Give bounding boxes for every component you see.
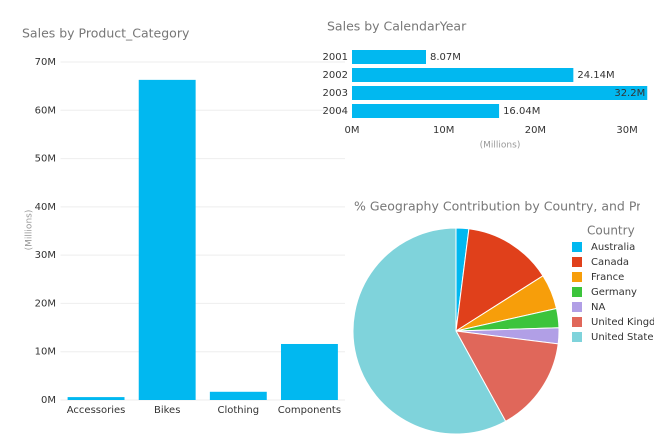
y-tick-label: 10M: [35, 347, 56, 358]
y-axis-title: (Millions): [25, 210, 35, 251]
y-tick-label: 20M: [35, 298, 56, 309]
bar: [352, 104, 500, 118]
bar: [138, 79, 196, 400]
pie-slice: [455, 228, 544, 332]
bar: [280, 343, 338, 400]
x-tick-label: 30M: [616, 125, 637, 136]
legend-swatch: [572, 302, 582, 312]
legend-swatch: [572, 257, 582, 267]
pie-slice: [352, 227, 507, 435]
y-tick-label: 0M: [41, 395, 56, 406]
y-tick-label: 2003: [323, 88, 348, 99]
y-tick-label: 2001: [323, 52, 348, 63]
x-tick-label: Accessories: [67, 405, 126, 416]
y-tick-label: 2002: [323, 70, 348, 81]
x-axis-title: (Millions): [480, 141, 521, 151]
chart-title: Sales by Product_Category: [22, 26, 190, 41]
legend-swatch: [572, 242, 582, 252]
chart-title: % Geography Contribution by Country, and…: [354, 199, 654, 214]
y-tick-label: 50M: [35, 154, 56, 165]
bar: [67, 397, 125, 400]
legend-label: United States: [591, 332, 654, 343]
legend-title: Country: [587, 224, 635, 238]
bar: [209, 391, 267, 400]
pie-slice: [455, 330, 559, 422]
chart-title: Sales by CalendarYear: [327, 19, 467, 34]
hbar-chart: Sales by CalendarYear (Millions) 0M 10M 20…: [323, 19, 648, 151]
legend-label: France: [591, 272, 624, 283]
data-label: 8.07M: [430, 52, 461, 63]
legend-label: Australia: [591, 242, 635, 253]
bar: [352, 86, 648, 100]
y-tick-label: 60M: [35, 105, 56, 116]
legend-swatch: [572, 332, 582, 342]
data-label: 16.04M: [503, 106, 540, 117]
x-tick-label: Clothing: [218, 405, 260, 416]
bar: [352, 50, 426, 64]
legend-swatch: [572, 317, 582, 327]
x-tick-label: 20M: [525, 125, 546, 136]
y-tick-label: 40M: [35, 202, 56, 213]
y-tick-label: 2004: [323, 106, 348, 117]
legend-label: United Kingdom: [591, 317, 654, 328]
x-tick-label: Components: [278, 405, 341, 416]
bar: [352, 68, 574, 82]
y-tick-label: 30M: [35, 250, 56, 261]
legend-label: Germany: [591, 287, 637, 298]
x-tick-label: 0M: [345, 125, 360, 136]
x-tick-label: Bikes: [154, 405, 180, 416]
legend-swatch: [572, 272, 582, 282]
legend-label: NA: [591, 302, 605, 313]
y-tick-label: 70M: [35, 57, 56, 68]
data-label: 32.2M: [614, 88, 645, 99]
pie-chart: % Geography Contribution by Country, and…: [352, 199, 654, 435]
x-tick-label: 10M: [433, 125, 454, 136]
data-label: 24.14M: [577, 70, 614, 81]
legend-swatch: [572, 287, 582, 297]
bar-chart: Sales by Product_Category (Millions) 0M 1…: [22, 26, 345, 416]
legend-label: Canada: [591, 257, 629, 268]
